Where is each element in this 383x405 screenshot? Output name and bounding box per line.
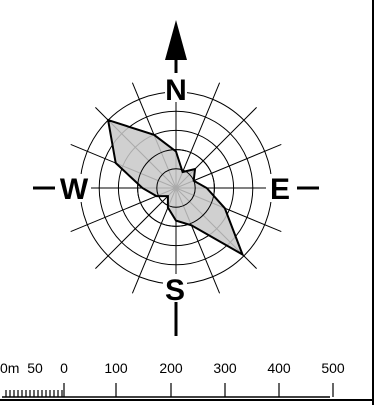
south-label-bg: [163, 274, 187, 302]
inner-rings-overlay: [137, 149, 215, 227]
west-label-bg: [57, 174, 91, 202]
scale-label-500: 500: [321, 360, 345, 376]
north-arrow-icon: [165, 20, 187, 60]
west-label: W: [60, 173, 89, 206]
scale-label-50: 50: [27, 360, 43, 376]
rose-polygon: [106, 118, 245, 257]
scale-label-100: 100: [104, 360, 128, 376]
inner-ring-1: [156, 168, 196, 208]
north-label: N: [165, 74, 187, 107]
spoke-10: [95, 187, 177, 269]
north-label-bg: [165, 74, 187, 102]
scale-label-0: 0: [60, 360, 68, 376]
scale-ticks: [5, 383, 334, 397]
scale-label-200: 200: [159, 360, 183, 376]
scale-label-400: 400: [267, 360, 291, 376]
card-border-bottom: [0, 399, 374, 401]
scale-bar: 0m 50 0 100 200 300 400 500: [0, 360, 345, 398]
east-label: E: [270, 173, 290, 206]
east-label-bg: [266, 174, 292, 202]
scale-label-300: 300: [213, 360, 237, 376]
inner-ring-2: [137, 149, 215, 227]
south-label: S: [165, 274, 185, 307]
card-border-right: [372, 0, 374, 405]
scale-label-0m: 0m: [0, 360, 19, 376]
